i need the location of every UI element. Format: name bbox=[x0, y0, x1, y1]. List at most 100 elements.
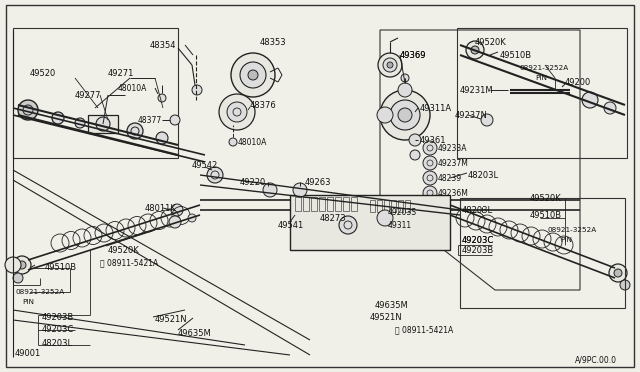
Text: 49203S: 49203S bbox=[388, 208, 417, 217]
Text: A/9PC.00.0: A/9PC.00.0 bbox=[575, 356, 617, 365]
Circle shape bbox=[409, 134, 421, 146]
Text: 48376: 48376 bbox=[250, 100, 276, 109]
Circle shape bbox=[423, 186, 437, 200]
Circle shape bbox=[96, 117, 110, 131]
Bar bbox=[290, 195, 450, 250]
Circle shape bbox=[18, 100, 38, 120]
Bar bbox=[391, 200, 396, 212]
Circle shape bbox=[377, 210, 393, 226]
Text: Ⓝ 08911-5421A: Ⓝ 08911-5421A bbox=[395, 326, 453, 334]
Circle shape bbox=[207, 167, 223, 183]
Circle shape bbox=[219, 94, 255, 130]
Bar bbox=[295, 197, 301, 211]
Circle shape bbox=[398, 83, 412, 97]
Text: 48354: 48354 bbox=[150, 41, 177, 49]
Text: Ⓝ 08911-5421A: Ⓝ 08911-5421A bbox=[100, 259, 158, 267]
Text: 49361: 49361 bbox=[420, 135, 447, 144]
Circle shape bbox=[169, 216, 181, 228]
Text: 49520K: 49520K bbox=[475, 38, 507, 46]
Text: 49635M: 49635M bbox=[375, 301, 409, 310]
Circle shape bbox=[423, 156, 437, 170]
Text: 49521N: 49521N bbox=[370, 314, 403, 323]
Text: PIN: PIN bbox=[560, 237, 572, 243]
Circle shape bbox=[377, 107, 393, 123]
Circle shape bbox=[380, 90, 430, 140]
Circle shape bbox=[604, 102, 616, 114]
Bar bbox=[405, 200, 410, 212]
Bar bbox=[351, 197, 357, 211]
Circle shape bbox=[410, 150, 420, 160]
Text: 49233A: 49233A bbox=[438, 144, 467, 153]
Circle shape bbox=[339, 216, 357, 234]
Circle shape bbox=[75, 118, 85, 128]
Text: 49541: 49541 bbox=[278, 221, 304, 230]
Circle shape bbox=[423, 141, 437, 155]
Circle shape bbox=[378, 53, 402, 77]
Bar bbox=[384, 200, 389, 212]
Text: 49520K: 49520K bbox=[530, 193, 562, 202]
Text: 49236M: 49236M bbox=[438, 189, 469, 198]
Circle shape bbox=[13, 273, 23, 283]
Bar bbox=[398, 200, 403, 212]
Text: 49203C: 49203C bbox=[42, 326, 74, 334]
Circle shape bbox=[127, 123, 143, 139]
Text: 49277: 49277 bbox=[75, 90, 102, 99]
Text: 49203C: 49203C bbox=[462, 235, 494, 244]
Circle shape bbox=[170, 115, 180, 125]
Bar bbox=[370, 200, 375, 212]
Text: 08921-3252A: 08921-3252A bbox=[15, 289, 64, 295]
Text: 08921-3252A: 08921-3252A bbox=[548, 227, 597, 233]
Text: 48203L: 48203L bbox=[462, 205, 493, 215]
Text: 49237M: 49237M bbox=[438, 158, 469, 167]
Text: 48010A: 48010A bbox=[118, 83, 147, 93]
Bar bbox=[13, 28, 178, 158]
Text: 49369: 49369 bbox=[400, 51, 426, 60]
Text: 08921-3252A: 08921-3252A bbox=[520, 65, 569, 71]
Bar bbox=[303, 197, 309, 211]
Bar bbox=[460, 198, 625, 308]
Circle shape bbox=[481, 114, 493, 126]
Text: 49510B: 49510B bbox=[45, 263, 77, 273]
Text: 49203B: 49203B bbox=[42, 314, 74, 323]
Circle shape bbox=[156, 132, 168, 144]
Circle shape bbox=[383, 58, 397, 72]
Text: 49203B: 49203B bbox=[462, 246, 494, 254]
Text: 49521N: 49521N bbox=[155, 315, 188, 324]
Circle shape bbox=[293, 183, 307, 197]
Circle shape bbox=[18, 261, 26, 269]
Circle shape bbox=[614, 269, 622, 277]
Text: 49311: 49311 bbox=[388, 221, 412, 230]
Bar bbox=[311, 197, 317, 211]
Circle shape bbox=[240, 62, 266, 88]
Bar bbox=[88, 115, 118, 133]
Text: 49220: 49220 bbox=[240, 177, 266, 186]
Text: 49311A: 49311A bbox=[420, 103, 452, 112]
Circle shape bbox=[620, 280, 630, 290]
Text: 48353: 48353 bbox=[260, 38, 287, 46]
Bar bbox=[377, 200, 382, 212]
Circle shape bbox=[5, 257, 21, 273]
Circle shape bbox=[398, 108, 412, 122]
Circle shape bbox=[227, 102, 247, 122]
Bar bbox=[327, 197, 333, 211]
Circle shape bbox=[52, 112, 64, 124]
Bar bbox=[343, 197, 349, 211]
Circle shape bbox=[390, 100, 420, 130]
Circle shape bbox=[609, 264, 627, 282]
Text: 49271: 49271 bbox=[108, 68, 134, 77]
Circle shape bbox=[466, 41, 484, 59]
Text: 49231M: 49231M bbox=[460, 86, 493, 94]
Circle shape bbox=[171, 204, 183, 216]
Text: PIN: PIN bbox=[22, 299, 34, 305]
Circle shape bbox=[582, 92, 598, 108]
Bar bbox=[335, 197, 341, 211]
Circle shape bbox=[401, 74, 409, 82]
Text: 49263: 49263 bbox=[305, 177, 332, 186]
Circle shape bbox=[423, 171, 437, 185]
Text: 49520K: 49520K bbox=[108, 246, 140, 254]
Bar bbox=[319, 197, 325, 211]
Circle shape bbox=[231, 53, 275, 97]
Text: 49542: 49542 bbox=[192, 160, 218, 170]
Text: 48011K: 48011K bbox=[145, 203, 177, 212]
Text: 49200: 49200 bbox=[565, 77, 591, 87]
